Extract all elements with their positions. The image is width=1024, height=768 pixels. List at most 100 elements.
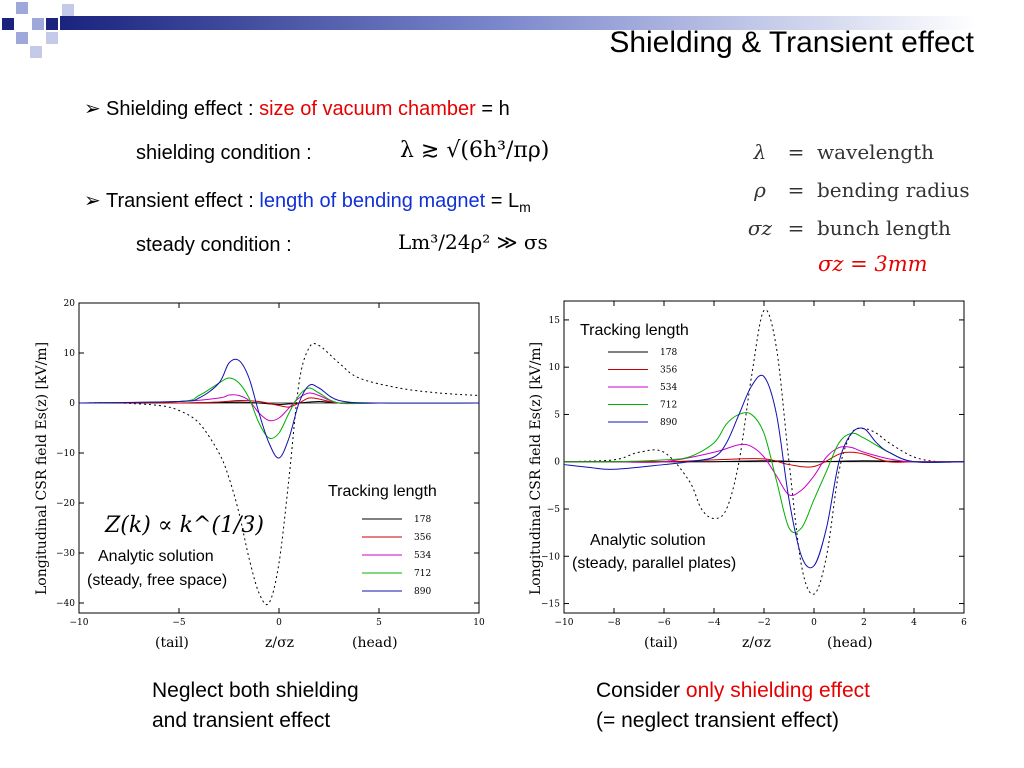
left-caption: Neglect both shielding and transient eff… (152, 676, 359, 736)
right-chart-ytick-label: 5 (554, 410, 560, 420)
right-chart-legend-title: Tracking length (580, 322, 689, 339)
bullet-shielding-highlight: size of vacuum chamber (259, 98, 476, 120)
right-chart-ytick-label: −10 (541, 552, 560, 562)
bullet-transient-subscript: m (519, 199, 531, 215)
steady-condition-label: steady condition : (136, 234, 292, 256)
steady-condition-formula: Lm³/24ρ² ≫ σs (398, 230, 548, 254)
left-chart-legend-label: 890 (414, 587, 431, 597)
left-chart-series-analytic (78, 342, 480, 606)
symbol-definitions: λ = wavelength ρ = bending radius σz = bunch l… (745, 140, 970, 254)
bullet-transient: ➢ Transient effect : length of bending ma… (84, 188, 531, 215)
right-chart-ytick-label: −15 (541, 600, 560, 610)
bullet-transient-prefix: Transient effect : (106, 190, 260, 212)
left-chart-legend-label: 178 (414, 515, 431, 525)
right-caption-line1: Consider only shielding effect (596, 676, 870, 706)
left-chart-xlabel-head: (head) (352, 635, 398, 651)
right-chart-xtick-label: 0 (811, 618, 817, 628)
right-chart-xlabel-tail: (tail) (644, 635, 678, 651)
right-chart-xlabel: z/σz (742, 635, 771, 651)
left-chart-ytick-label: −40 (56, 599, 75, 609)
right-chart-xlabel-head: (head) (827, 635, 873, 651)
bullet-shielding-suffix: = h (475, 98, 510, 120)
left-chart-ytick-label: 20 (64, 299, 76, 309)
definition-eq: = (787, 140, 805, 164)
definition-text: bunch length (817, 216, 951, 240)
left-chart-xtick-label: 5 (376, 618, 382, 628)
bullet-transient-suffix: = L (485, 190, 520, 212)
sigma-value: σz = 3mm (818, 252, 928, 276)
right-caption-highlight: only shielding effect (685, 679, 870, 702)
left-chart-series-712 (78, 377, 479, 440)
definition-eq: = (787, 178, 805, 202)
left-chart-xlabel-tail: (tail) (155, 635, 189, 651)
right-chart-xtick-label: 2 (861, 618, 867, 628)
right-chart-ytick-label: 0 (554, 458, 560, 468)
left-chart-ytick-label: 10 (64, 349, 76, 359)
left-chart-plot: −10 −5 0 5 10 20 10 0 −10 −20 −30 −40 178 356 534 712 89… (56, 299, 485, 628)
right-chart: −10 −8 −6 −4 −2 0 2 4 6 15 10 5 0 −5 −10 −15 178 356 534 71… (528, 300, 967, 651)
left-chart-ytick-label: −20 (56, 499, 75, 509)
left-caption-line2: and transient effect (152, 709, 331, 732)
definition-row: λ = wavelength (745, 140, 970, 178)
left-chart-legend-label: 356 (414, 533, 431, 543)
left-chart-ylabel: Longitudinal CSR field Es(z) [kV/m] (34, 342, 50, 595)
right-chart-xtick-label: 6 (961, 618, 967, 628)
bullet-transient-highlight: length of bending magnet (259, 190, 486, 212)
left-chart-legend-label: 534 (414, 551, 431, 561)
right-chart-legend-label: 890 (660, 418, 677, 428)
left-chart-formula: Z(k) ∝ k^(1/3) (104, 513, 264, 538)
right-chart-xtick-label: 4 (911, 618, 917, 628)
left-chart-legend-title: Tracking length (328, 483, 437, 500)
left-chart-xtick-label: −10 (70, 618, 89, 628)
definition-row: ρ = bending radius (745, 178, 970, 216)
left-chart-xtick-label: −5 (172, 618, 186, 628)
right-chart-xtick-label: −4 (707, 618, 721, 628)
right-chart-plot: −10 −8 −6 −4 −2 0 2 4 6 15 10 5 0 −5 −10 −15 178 356 534 71… (541, 300, 967, 628)
right-chart-series-analytic (563, 309, 965, 595)
right-caption-prefix: Consider (596, 679, 686, 702)
right-chart-xtick-label: −10 (555, 618, 574, 628)
right-chart-annotation-line2: (steady, parallel plates) (572, 555, 736, 572)
left-chart-annotation-line2: (steady, free space) (87, 572, 227, 589)
definition-text: wavelength (817, 140, 935, 164)
definition-symbol: λ (753, 140, 767, 164)
left-chart-ytick-label: −30 (56, 549, 75, 559)
left-chart-ytick-label: −10 (56, 449, 75, 459)
definition-text: bending radius (817, 178, 970, 202)
right-chart-series-534 (564, 443, 965, 497)
definition-symbol: ρ (754, 178, 766, 202)
left-chart: −10 −5 0 5 10 20 10 0 −10 −20 −30 −40 178 356 534 712 89… (34, 299, 485, 651)
right-chart-ylabel: Longitudinal CSR field Es(z) [kV/m] (528, 342, 544, 595)
left-chart-ytick-label: 0 (69, 399, 75, 409)
right-chart-ytick-label: −5 (547, 505, 561, 515)
right-chart-series-712 (563, 412, 965, 534)
right-chart-series-890 (563, 374, 965, 569)
left-chart-legend-label: 712 (414, 569, 431, 579)
arrow-bullet-icon: ➢ (84, 98, 101, 120)
definition-row: σz = bunch length (745, 216, 970, 254)
shielding-condition-label: shielding condition : (136, 142, 312, 164)
right-chart-legend-label: 356 (660, 366, 677, 376)
right-chart-ytick-label: 15 (549, 316, 561, 326)
bullet-shielding: ➢ Shielding effect : size of vacuum chamb… (84, 96, 510, 121)
right-chart-legend-label: 534 (660, 383, 677, 393)
right-chart-xtick-label: −8 (607, 618, 621, 628)
left-chart-series-890 (78, 358, 480, 459)
arrow-bullet-icon: ➢ (84, 190, 101, 212)
left-chart-xtick-label: 10 (473, 618, 485, 628)
right-chart-legend-label: 178 (660, 348, 677, 358)
right-chart-xtick-label: −2 (757, 618, 770, 628)
right-chart-ytick-label: 10 (549, 363, 561, 373)
right-caption-line2: (= neglect transient effect) (596, 709, 839, 732)
left-chart-xlabel: z/σz (265, 635, 294, 651)
definition-eq: = (787, 216, 805, 240)
right-chart-xtick-label: −6 (657, 618, 671, 628)
bullet-shielding-prefix: Shielding effect : (106, 98, 260, 120)
corner-decoration (2, 2, 74, 58)
shielding-condition-formula: λ ≳ √(6h³/πρ) (400, 138, 550, 163)
header-gradient-bar (60, 16, 1024, 30)
right-chart-annotation-line1: Analytic solution (590, 532, 706, 549)
left-chart-annotation-line1: Analytic solution (98, 548, 214, 565)
left-chart-series-534 (78, 392, 479, 422)
left-chart-xtick-label: 0 (276, 618, 282, 628)
